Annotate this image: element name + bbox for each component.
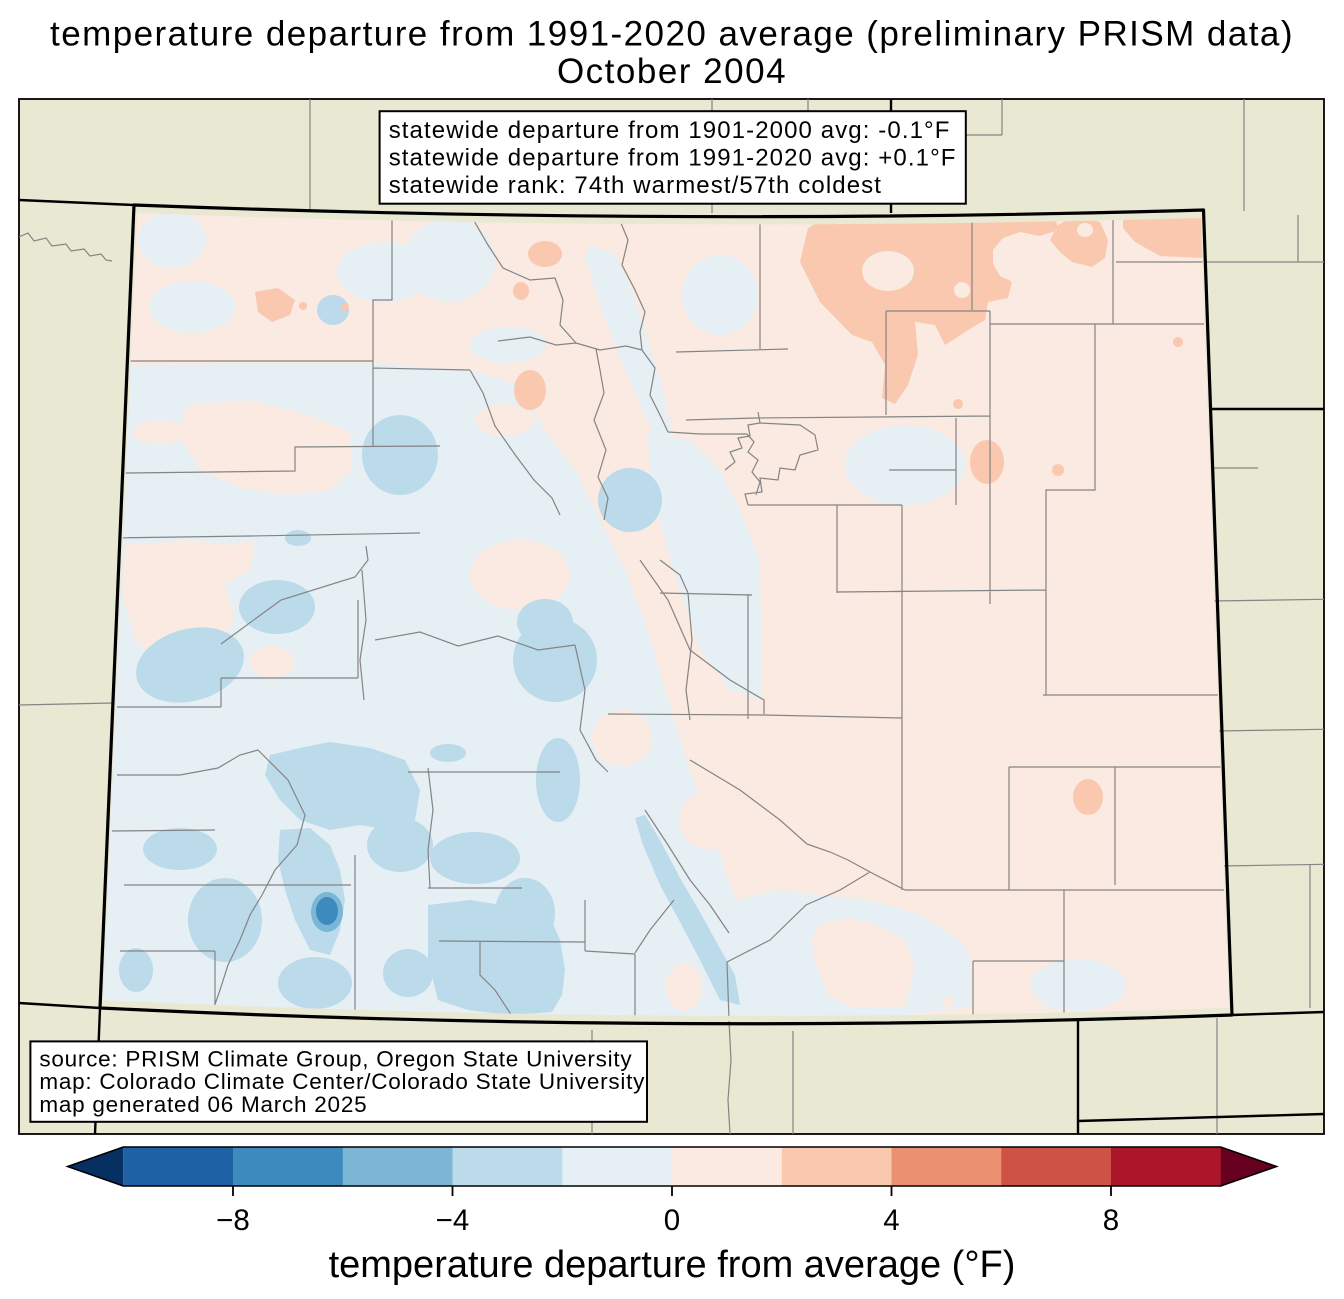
svg-text:statewide departure from 1901-: statewide departure from 1901-2000 avg: … bbox=[389, 117, 951, 144]
svg-text:October 2004: October 2004 bbox=[557, 52, 787, 91]
svg-text:statewide departure from 1991-: statewide departure from 1991-2020 avg: … bbox=[389, 144, 957, 171]
svg-text:0: 0 bbox=[664, 1204, 680, 1237]
svg-text:4: 4 bbox=[883, 1204, 899, 1237]
svg-text:temperature departure from ave: temperature departure from average (°F) bbox=[329, 1244, 1016, 1286]
svg-text:statewide rank: 74th warmest/5: statewide rank: 74th warmest/57th coldes… bbox=[389, 172, 882, 199]
svg-text:−8: −8 bbox=[216, 1204, 250, 1237]
svg-text:source: PRISM Climate Group, O: source: PRISM Climate Group, Oregon Stat… bbox=[39, 1047, 632, 1072]
svg-text:temperature departure from 199: temperature departure from 1991-2020 ave… bbox=[50, 14, 1294, 53]
svg-text:−4: −4 bbox=[436, 1204, 470, 1237]
svg-text:map generated 06 March 2025: map generated 06 March 2025 bbox=[39, 1092, 367, 1117]
svg-text:map: Colorado Climate Center/C: map: Colorado Climate Center/Colorado St… bbox=[39, 1069, 645, 1094]
svg-text:8: 8 bbox=[1103, 1204, 1119, 1237]
